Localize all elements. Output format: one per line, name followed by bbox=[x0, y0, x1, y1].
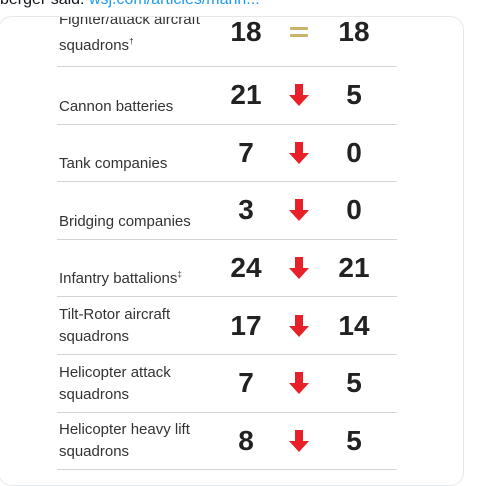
count-after: 5 bbox=[346, 424, 362, 456]
unit-label: Bridging companies bbox=[59, 211, 217, 233]
table-row: Helicopter heavy lift squadrons 8 5 bbox=[57, 413, 397, 471]
count-before: 24 bbox=[230, 252, 262, 284]
down-arrow-shape bbox=[289, 141, 309, 164]
count-before: 8 bbox=[238, 424, 254, 456]
down-arrow-icon bbox=[287, 413, 311, 470]
count-after: 0 bbox=[346, 136, 362, 168]
equals-sign-shape bbox=[290, 26, 308, 38]
table-row: Fighter/attack aircraft squadrons† 18 18 bbox=[57, 16, 397, 67]
count-after: 18 bbox=[338, 16, 370, 47]
table-row: Helicopter attack squadrons 7 5 bbox=[57, 355, 397, 413]
unit-label: Cannon batteries bbox=[59, 96, 217, 118]
unit-label-text: Bridging companies bbox=[59, 212, 191, 230]
unit-label: Infantry battalions‡ bbox=[59, 264, 217, 290]
count-after: 0 bbox=[346, 194, 362, 226]
unit-label: Tilt-Rotor aircraft squadrons bbox=[59, 304, 217, 348]
unit-label-text: Fighter/attack aircraft squadrons bbox=[59, 16, 200, 54]
down-arrow-icon bbox=[287, 355, 311, 412]
count-before: 3 bbox=[238, 194, 254, 226]
count-before: 7 bbox=[238, 136, 254, 168]
equals-icon bbox=[287, 17, 311, 54]
unit-label-text: Tank companies bbox=[59, 155, 168, 173]
unit-label-text: Helicopter heavy lift squadrons bbox=[59, 421, 190, 461]
count-after: 5 bbox=[346, 367, 362, 399]
down-arrow-shape bbox=[289, 372, 309, 395]
tweet-text-prefix: berger said: bbox=[0, 0, 89, 8]
count-before: 7 bbox=[238, 367, 254, 399]
down-arrow-shape bbox=[289, 84, 309, 107]
unit-label-text: Helicopter attack squadrons bbox=[59, 363, 171, 403]
force-structure-table: Fighter/attack aircraft squadrons† 18 18 Ca… bbox=[57, 16, 397, 471]
unit-label: Helicopter attack squadrons bbox=[59, 362, 217, 406]
footnote-mark: † bbox=[129, 37, 134, 46]
media-card[interactable]: Fighter/attack aircraft squadrons† 18 18 Ca… bbox=[0, 16, 464, 486]
unit-label-text: Infantry battalions bbox=[59, 270, 178, 288]
down-arrow-shape bbox=[289, 429, 309, 452]
down-arrow-shape bbox=[289, 257, 309, 280]
unit-label: Fighter/attack aircraft squadrons† bbox=[59, 16, 217, 60]
down-arrow-icon bbox=[287, 67, 311, 124]
table-row: Tank companies 7 0 bbox=[57, 125, 397, 183]
tweet-text: berger said: wsj.com/articles/marin... bbox=[0, 0, 260, 9]
unit-label-text: Cannon batteries bbox=[59, 97, 174, 115]
table-row: Bridging companies 3 0 bbox=[57, 182, 397, 240]
down-arrow-icon bbox=[287, 182, 311, 239]
unit-label-text: Tilt-Rotor aircraft squadrons bbox=[59, 305, 171, 345]
table-row: Tilt-Rotor aircraft squadrons 17 14 bbox=[57, 297, 397, 355]
down-arrow-icon bbox=[287, 240, 311, 297]
table-row: Cannon batteries 21 5 bbox=[57, 67, 397, 125]
down-arrow-shape bbox=[289, 199, 309, 222]
count-after: 14 bbox=[338, 309, 370, 341]
count-after: 21 bbox=[338, 252, 370, 284]
down-arrow-icon bbox=[287, 297, 311, 354]
unit-label: Tank companies bbox=[59, 153, 217, 175]
table-row: Infantry battalions‡ 24 21 bbox=[57, 240, 397, 298]
footnote-mark: ‡ bbox=[177, 270, 182, 280]
article-link[interactable]: wsj.com/articles/marin... bbox=[89, 0, 260, 8]
count-before: 18 bbox=[230, 16, 262, 47]
count-before: 17 bbox=[230, 309, 262, 341]
unit-label: Helicopter heavy lift squadrons bbox=[59, 419, 217, 463]
down-arrow-shape bbox=[289, 314, 309, 337]
count-after: 5 bbox=[346, 79, 362, 111]
down-arrow-icon bbox=[287, 125, 311, 182]
count-before: 21 bbox=[230, 79, 262, 111]
